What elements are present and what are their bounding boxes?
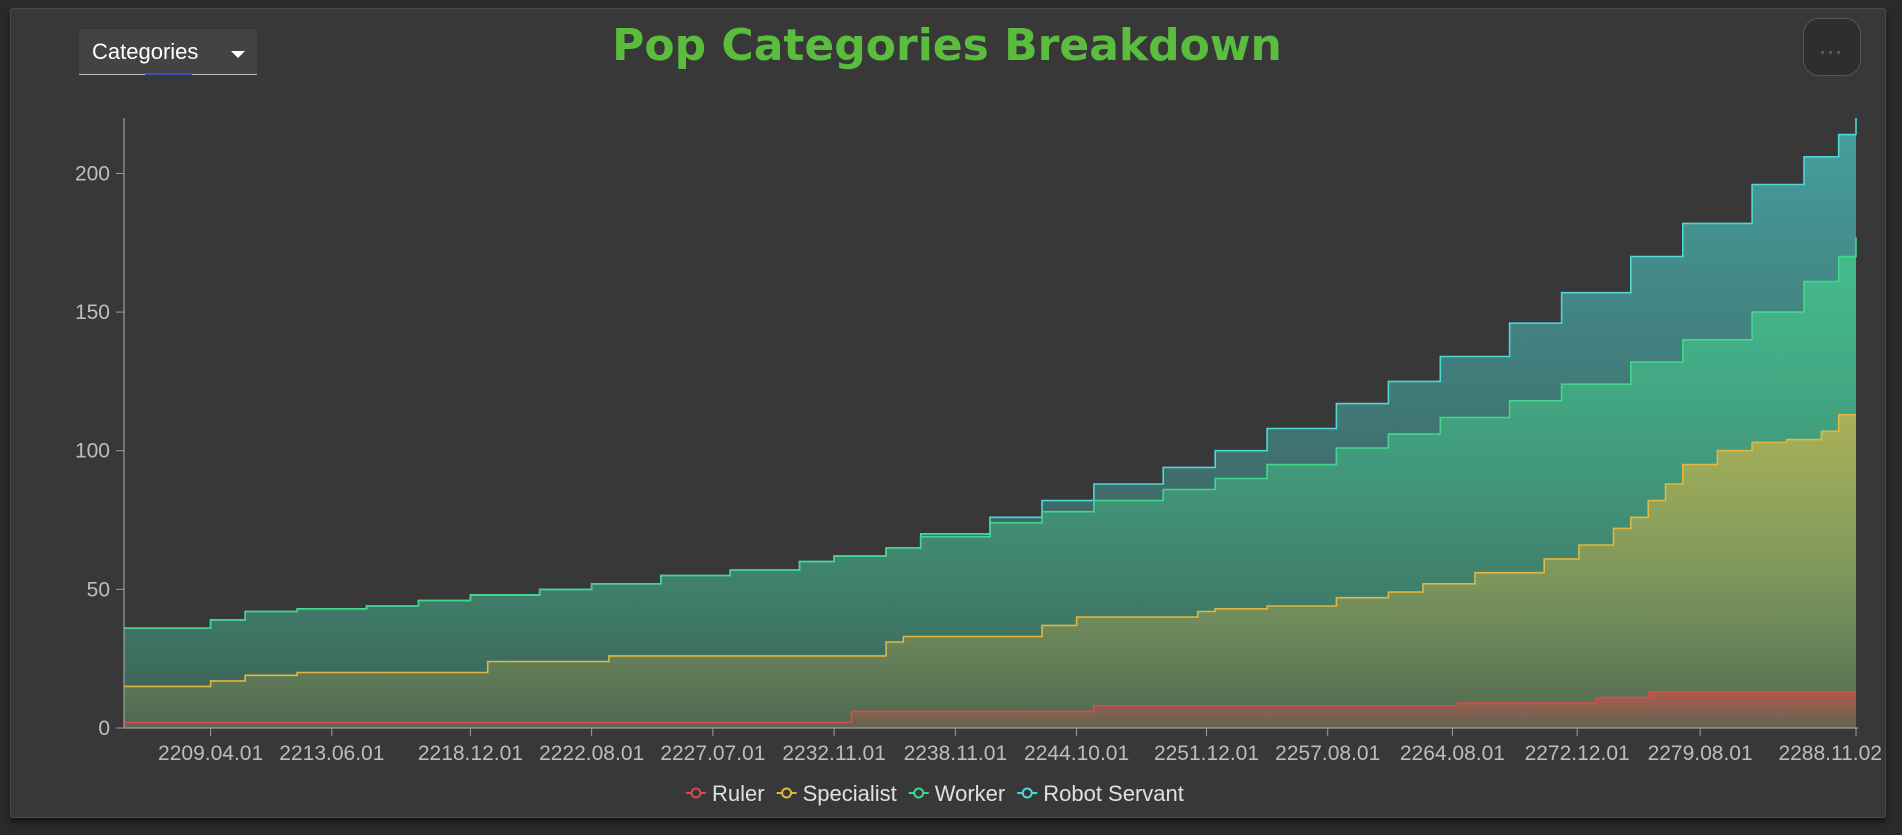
more-icon: ... xyxy=(1819,35,1843,60)
legend-item-robot-servant[interactable]: Robot Servant xyxy=(1017,781,1184,806)
legend-item-specialist[interactable]: Specialist xyxy=(776,781,897,806)
x-tick-label: 2288.11.02 xyxy=(1778,742,1882,765)
legend-item-worker[interactable]: Worker xyxy=(908,781,1006,806)
legend-label: Specialist xyxy=(803,781,897,806)
series-line-specialist xyxy=(124,413,1856,688)
x-tick-label: 2209.04.01 xyxy=(158,742,263,765)
series-line-worker xyxy=(124,237,1857,629)
categories-dropdown[interactable]: Categories xyxy=(79,29,257,75)
legend-marker-icon xyxy=(781,787,793,799)
y-tick-label: 100 xyxy=(75,440,110,463)
x-tick-label: 2251.12.01 xyxy=(1154,742,1259,765)
y-tick-label: 50 xyxy=(87,578,110,601)
legend-label: Ruler xyxy=(712,781,765,806)
x-tick-label: 2232.11.01 xyxy=(782,742,886,765)
chart-title: Pop Categories Breakdown xyxy=(612,20,1282,71)
x-tick-label: 2222.08.01 xyxy=(539,742,644,765)
legend-marker-icon xyxy=(913,787,925,799)
x-tick-label: 2244.10.01 xyxy=(1024,742,1129,765)
x-tick-label: 2257.08.01 xyxy=(1275,742,1380,765)
areas-layer xyxy=(124,118,1857,728)
y-tick-label: 0 xyxy=(98,717,110,740)
more-options-button[interactable]: ... xyxy=(1803,18,1861,76)
chevron-down-icon xyxy=(231,51,245,58)
x-tick-label: 2227.07.01 xyxy=(660,742,765,765)
legend: Ruler Specialist Worker Robot Servant xyxy=(686,781,1184,806)
legend-item-ruler[interactable]: Ruler xyxy=(686,781,765,806)
y-tick-label: 150 xyxy=(75,301,110,324)
legend-label: Robot Servant xyxy=(1043,781,1184,806)
dropdown-focus-indicator xyxy=(145,73,192,75)
x-tick-label: 2213.06.01 xyxy=(279,742,384,765)
area-ruler xyxy=(124,692,1856,728)
area-specialist xyxy=(124,414,1856,728)
series-line-ruler xyxy=(124,691,1856,724)
legend-label: Worker xyxy=(935,781,1006,806)
x-tick-label: 2218.12.01 xyxy=(418,742,523,765)
x-tick-label: 2279.08.01 xyxy=(1648,742,1753,765)
legend-marker-icon xyxy=(1021,787,1033,799)
x-tick-label: 2264.08.01 xyxy=(1400,742,1505,765)
x-tick-label: 2272.12.01 xyxy=(1525,742,1630,765)
x-tick-label: 2238.11.01 xyxy=(904,742,1008,765)
y-tick-label: 200 xyxy=(75,162,110,185)
axes-layer: 0 50 100 150 200 2209.04.01 2213.06.01 2218.12.… xyxy=(75,118,1882,765)
dropdown-label: Categories xyxy=(92,39,199,64)
legend-marker-icon xyxy=(690,787,702,799)
